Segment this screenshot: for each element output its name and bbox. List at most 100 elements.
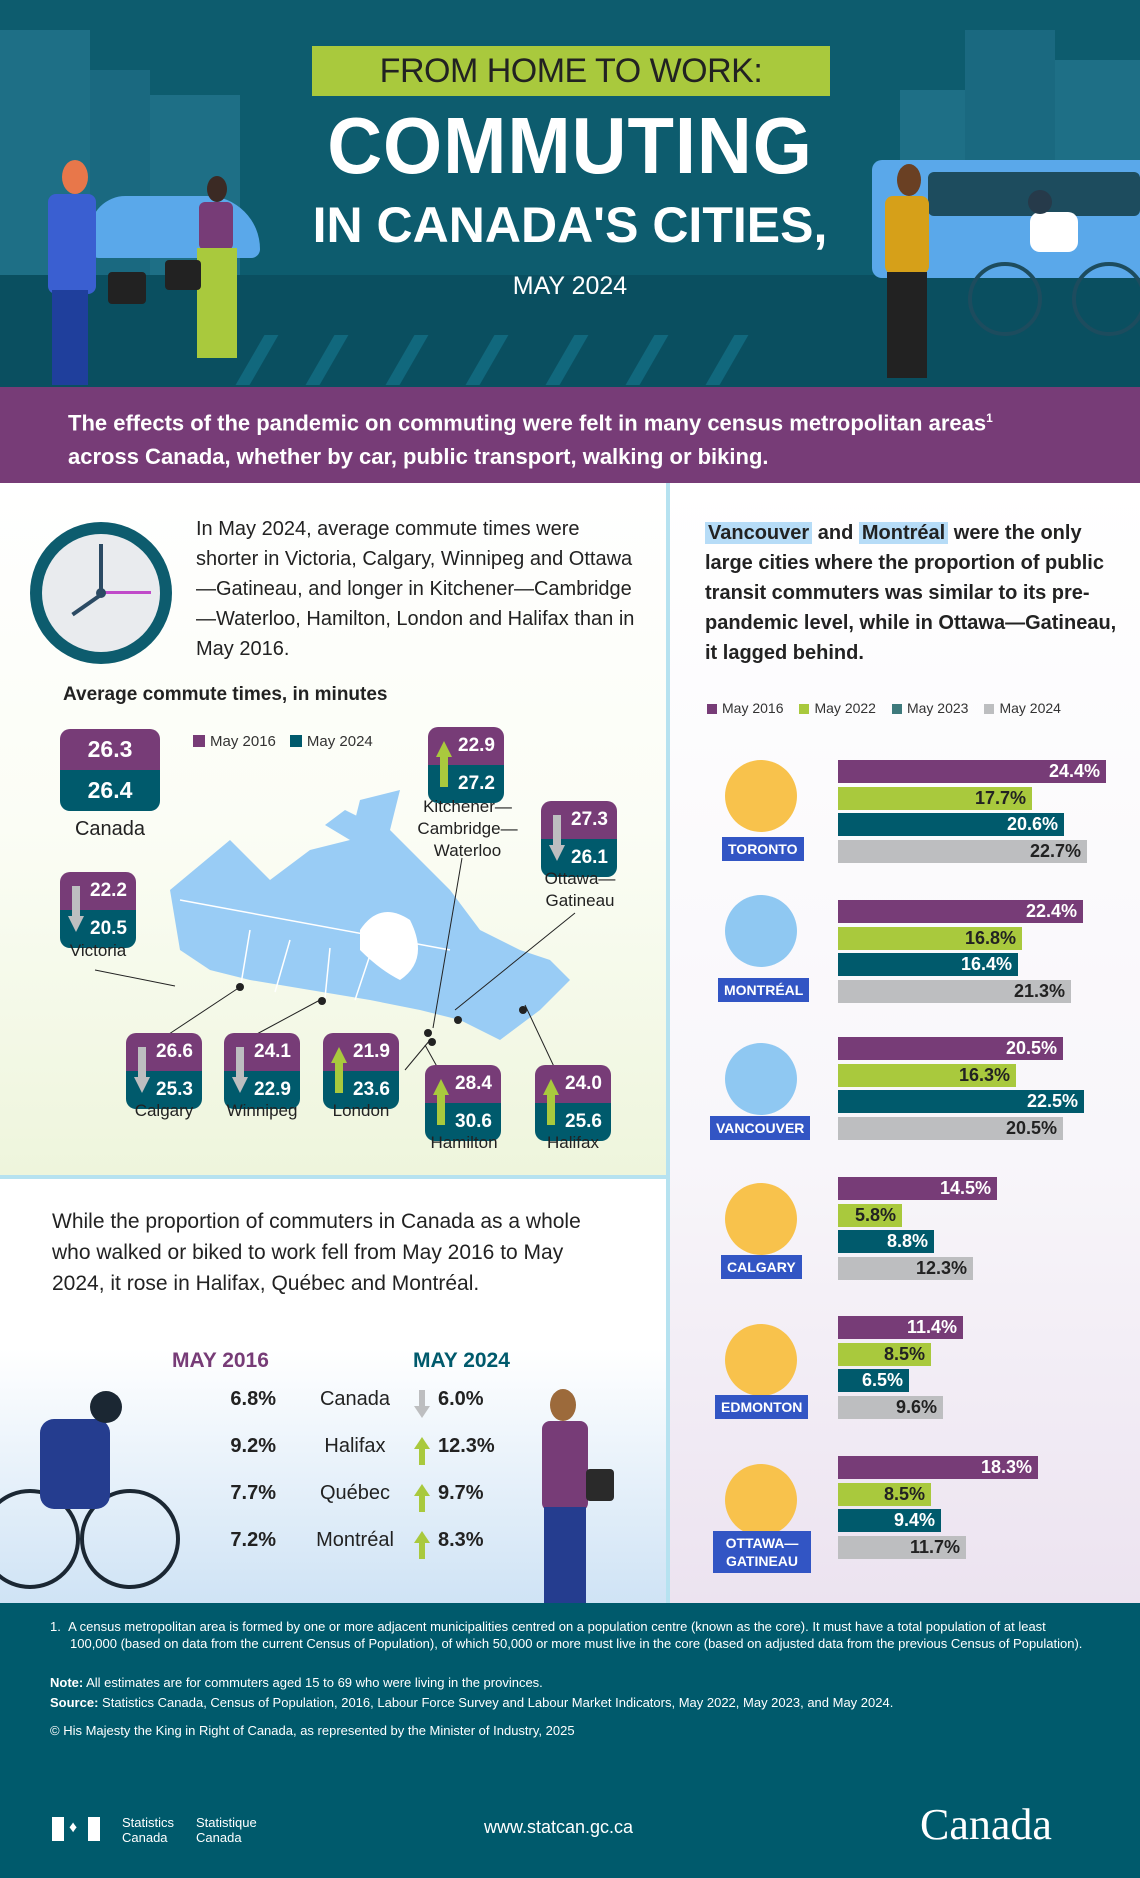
canada-flag-icon: ♦ — [52, 1817, 100, 1841]
vancouver-skyline-icon — [725, 1043, 797, 1115]
commuter-woman-illustration — [165, 176, 245, 386]
bar-2022: 8.5% — [838, 1482, 931, 1506]
hero-banner: FROM HOME TO WORK: COMMUTING IN CANADA'S… — [0, 0, 1140, 387]
transit-description: Vancouver and Montréal were the only lar… — [705, 522, 1117, 664]
active-row-quebec: 7.7% Québec 9.7% — [200, 1482, 520, 1512]
calgary-skyline-icon — [725, 1183, 797, 1255]
bar-2022: 8.5% — [838, 1342, 931, 1366]
city-badge: VANCOUVER — [710, 1116, 811, 1140]
canada-map — [170, 790, 570, 1050]
commuter-man-illustration — [40, 160, 146, 385]
arrow-up-icon — [433, 1079, 449, 1125]
transit-row-montreal: MONTRÉAL 22.4% 16.8% 16.4% 21.3% — [700, 895, 1140, 1010]
transit-row-vancouver: VANCOUVER 20.5% 16.3% 22.5% 20.5% — [700, 1037, 1140, 1147]
value-2024: 12.3% — [438, 1435, 495, 1457]
transit-bars: 20.5% 16.3% 22.5% 20.5% — [838, 1037, 1138, 1143]
intro-text: The effects of the pandemic on commuting… — [68, 410, 987, 436]
walker-illustration — [520, 1389, 630, 1603]
city-badge: MONTRÉAL — [718, 978, 810, 1002]
city-badge: TORONTO — [722, 837, 804, 861]
arrow-up-icon — [414, 1531, 430, 1559]
arrow-up-icon — [414, 1437, 430, 1465]
legend-item-2023: May 2023 — [891, 700, 968, 716]
legend-item-2024: May 2024 — [289, 733, 373, 750]
commute-legend: May 2016 May 2024 — [193, 733, 373, 750]
montreal-skyline-icon — [725, 895, 797, 967]
footnote-ref: 1 — [986, 411, 993, 425]
canada-wordmark: Canada — [920, 1800, 1052, 1849]
victoria-commute-box: 22.2 20.5 — [60, 872, 136, 948]
transit-row-toronto: TORONTO 24.4% 17.7% 20.6% 22.7% — [700, 760, 1140, 870]
victoria-label: Victoria — [69, 941, 127, 960]
winnipeg-commute-box: 24.1 22.9 — [224, 1033, 300, 1109]
bar-2023: 20.6% — [838, 813, 1064, 836]
highlight-montreal: Montréal — [858, 522, 949, 544]
active-row-montreal: 7.2% Montréal 8.3% — [200, 1529, 520, 1559]
transit-bars: 18.3% 8.5% 9.4% 11.7% — [838, 1456, 1138, 1562]
page-subtitle: IN CANADA'S CITIES, — [312, 197, 828, 253]
bar-2024: 12.3% — [838, 1256, 973, 1280]
bar-2022: 16.8% — [838, 926, 1022, 950]
value-2024: 6.0% — [438, 1388, 484, 1410]
commute-chart-title: Average commute times, in minutes — [63, 684, 388, 705]
active-commute-panel — [0, 1179, 666, 1603]
footer: 1. A census metropolitan area is formed … — [0, 1603, 1140, 1878]
highlight-vancouver: Vancouver — [705, 522, 813, 544]
toronto-skyline-icon — [725, 760, 797, 832]
commute-times-description: In May 2024, average commute times were … — [196, 518, 635, 660]
london-label: London — [332, 1101, 390, 1120]
bar-2022: 16.3% — [838, 1063, 1016, 1087]
arrow-up-icon — [436, 741, 452, 787]
arrow-up-icon — [414, 1484, 430, 1512]
value-2024: 9.7% — [438, 1482, 484, 1504]
bar-2023: 16.4% — [838, 953, 1018, 976]
arrow-down-icon — [68, 886, 84, 932]
transit-legend: May 2016 May 2022 May 2023 May 2024 — [707, 700, 1061, 716]
value-2016: 7.7% — [230, 1482, 276, 1504]
header-kicker: FROM HOME TO WORK: — [312, 46, 830, 96]
commuter-walker-illustration — [875, 164, 945, 384]
statcan-website-link[interactable]: www.statcan.gc.ca — [484, 1817, 634, 1837]
cyclist-illustration — [0, 1379, 200, 1603]
vertical-divider — [666, 483, 670, 1603]
halifax-label: Halifax — [547, 1133, 599, 1152]
page-title: COMMUTING — [327, 101, 813, 190]
horizontal-divider — [0, 1175, 666, 1179]
bar-2016: 24.4% — [838, 760, 1106, 783]
arrow-up-icon — [543, 1079, 559, 1125]
active-commute-description: While the proportion of commuters in Can… — [52, 1210, 581, 1295]
statcan-signature: Statistics Canada Statistique Canada — [122, 1815, 257, 1845]
legend-item-2022: May 2022 — [799, 700, 876, 716]
intro-banner: The effects of the pandemic on commuting… — [0, 387, 1140, 483]
arrow-down-icon — [414, 1390, 430, 1418]
active-row-halifax: 9.2% Halifax 12.3% — [200, 1435, 520, 1465]
transit-bars: 14.5% 5.8% 8.8% 12.3% — [838, 1177, 1138, 1283]
value-2024: 8.3% — [438, 1529, 484, 1551]
winnipeg-label: Winnipeg — [226, 1101, 298, 1120]
transit-row-edmonton: EDMONTON 11.4% 8.5% 6.5% 9.6% — [700, 1316, 1140, 1426]
clock-icon — [30, 522, 172, 664]
canada-commute-box: 26.3 26.4 — [60, 729, 160, 811]
city-name: Halifax — [324, 1435, 386, 1457]
cyclist-illustration — [968, 190, 1140, 350]
legend-item-2016: May 2016 — [193, 733, 276, 750]
street — [0, 275, 1140, 387]
canada-label: Canada — [74, 818, 146, 840]
value-2024: 25.3 — [126, 1071, 202, 1109]
city-name: Canada — [319, 1388, 391, 1410]
bar-2023: 6.5% — [838, 1369, 909, 1392]
kitchener-label: Kitchener— Cambridge— Waterloo — [417, 797, 518, 860]
city-badge: EDMONTON — [715, 1395, 809, 1419]
bar-2016: 14.5% — [838, 1177, 997, 1200]
transit-bars: 22.4% 16.8% 16.4% 21.3% — [838, 900, 1138, 1006]
legend-item-2024: May 2024 — [984, 700, 1061, 716]
footnote: 1. A census metropolitan area is formed … — [50, 1619, 1083, 1651]
column-header-2016: MAY 2016 — [172, 1349, 269, 1372]
source: Source: Statistics Canada, Census of Pop… — [50, 1695, 894, 1710]
bar-2022: 17.7% — [838, 786, 1032, 810]
hamilton-commute-box: 28.4 30.6 — [425, 1065, 501, 1141]
calgary-commute-box: 26.6 25.3 — [126, 1033, 202, 1109]
bar-2024: 20.5% — [838, 1116, 1063, 1140]
ottawa-commute-box: 27.3 26.1 — [541, 801, 617, 877]
kitchener-commute-box: 22.9 27.2 — [428, 727, 504, 803]
